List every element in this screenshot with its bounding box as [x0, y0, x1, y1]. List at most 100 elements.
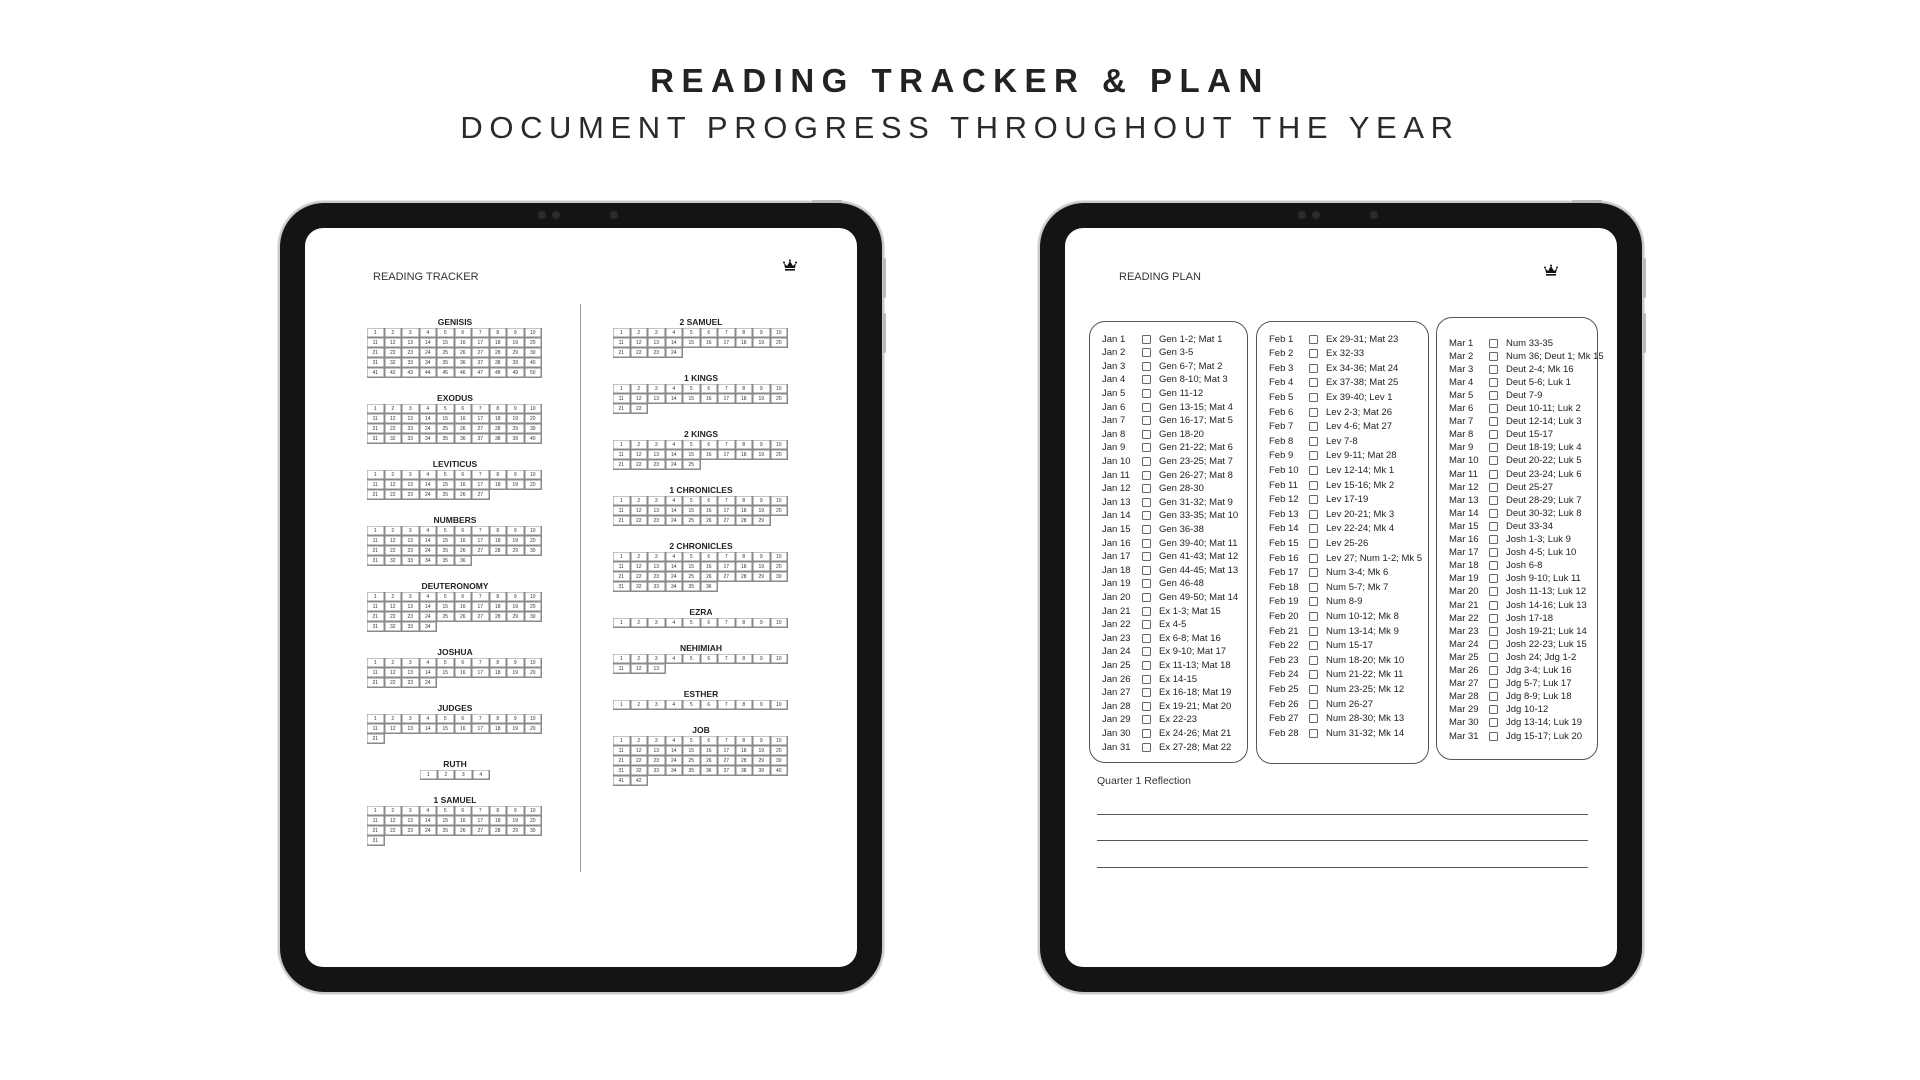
checkbox[interactable] [1142, 592, 1151, 602]
chapter-cell[interactable]: 32 [384, 556, 402, 566]
checkbox[interactable] [1489, 495, 1498, 505]
chapter-cell[interactable]: 37 [472, 434, 490, 444]
chapter-cell[interactable]: 22 [384, 612, 402, 622]
chapter-cell[interactable]: 19 [507, 816, 525, 826]
chapter-cell[interactable]: 15 [437, 668, 455, 678]
chapter-cell[interactable]: 5 [437, 404, 455, 414]
chapter-cell[interactable]: 33 [402, 358, 420, 368]
chapter-cell[interactable]: 8 [489, 592, 507, 602]
chapter-cell[interactable]: 28 [489, 546, 507, 556]
checkbox[interactable] [1309, 714, 1318, 724]
chapter-cell[interactable]: 3 [402, 470, 420, 480]
chapter-cell[interactable]: 12 [384, 668, 402, 678]
chapter-cell[interactable]: 13 [402, 480, 420, 490]
chapter-cell[interactable]: 17 [472, 816, 490, 826]
chapter-cell[interactable]: 22 [384, 424, 402, 434]
chapter-cell[interactable]: 32 [630, 582, 648, 592]
chapter-cell[interactable]: 18 [489, 536, 507, 546]
chapter-cell[interactable]: 20 [524, 536, 542, 546]
chapter-cell[interactable]: 32 [630, 766, 648, 776]
chapter-cell[interactable]: 13 [402, 816, 420, 826]
chapter-cell[interactable]: 20 [524, 668, 542, 678]
chapter-cell[interactable]: 3 [648, 384, 666, 394]
chapter-cell[interactable]: 15 [437, 536, 455, 546]
checkbox[interactable] [1489, 351, 1498, 361]
chapter-cell[interactable]: 5 [683, 552, 701, 562]
chapter-cell[interactable]: 34 [419, 622, 437, 632]
chapter-cell[interactable]: 16 [700, 506, 718, 516]
chapter-cell[interactable]: 17 [472, 724, 490, 734]
chapter-cell[interactable]: 34 [665, 582, 683, 592]
chapter-cell[interactable]: 1 [367, 328, 385, 338]
chapter-cell[interactable]: 35 [437, 556, 455, 566]
chapter-cell[interactable]: 23 [402, 826, 420, 836]
chapter-cell[interactable]: 21 [367, 546, 385, 556]
chapter-cell[interactable]: 12 [384, 480, 402, 490]
chapter-cell[interactable]: 26 [700, 572, 718, 582]
chapter-cell[interactable]: 16 [454, 816, 472, 826]
chapter-cell[interactable]: 27 [472, 826, 490, 836]
chapter-cell[interactable]: 6 [700, 654, 718, 664]
chapter-cell[interactable]: 39 [507, 434, 525, 444]
chapter-cell[interactable]: 2 [630, 736, 648, 746]
chapter-cell[interactable]: 13 [648, 746, 666, 756]
checkbox[interactable] [1142, 429, 1151, 439]
chapter-cell[interactable]: 6 [700, 618, 718, 628]
chapter-cell[interactable]: 3 [648, 654, 666, 664]
checkbox[interactable] [1309, 378, 1318, 388]
chapter-cell[interactable]: 23 [402, 348, 420, 358]
chapter-cell[interactable]: 4 [665, 328, 683, 338]
chapter-cell[interactable]: 47 [472, 368, 490, 378]
chapter-cell[interactable]: 20 [770, 338, 788, 348]
checkbox[interactable] [1142, 674, 1151, 684]
chapter-cell[interactable]: 19 [507, 414, 525, 424]
checkbox[interactable] [1309, 495, 1318, 505]
chapter-cell[interactable]: 38 [735, 766, 753, 776]
chapter-cell[interactable]: 18 [735, 450, 753, 460]
chapter-cell[interactable]: 22 [384, 348, 402, 358]
chapter-cell[interactable]: 26 [454, 612, 472, 622]
chapter-cell[interactable]: 9 [753, 384, 771, 394]
chapter-cell[interactable]: 25 [683, 756, 701, 766]
chapter-cell[interactable]: 30 [524, 612, 542, 622]
chapter-cell[interactable]: 7 [472, 658, 490, 668]
chapter-cell[interactable]: 24 [419, 490, 437, 500]
checkbox[interactable] [1309, 626, 1318, 636]
chapter-cell[interactable]: 24 [665, 516, 683, 526]
chapter-cell[interactable]: 19 [753, 450, 771, 460]
chapter-cell[interactable]: 6 [700, 384, 718, 394]
chapter-cell[interactable]: 15 [437, 414, 455, 424]
chapter-cell[interactable]: 1 [367, 658, 385, 668]
chapter-cell[interactable]: 22 [384, 490, 402, 500]
checkbox[interactable] [1489, 692, 1498, 702]
chapter-cell[interactable]: 3 [402, 592, 420, 602]
chapter-cell[interactable]: 6 [454, 526, 472, 536]
chapter-cell[interactable]: 14 [419, 338, 437, 348]
chapter-cell[interactable]: 18 [489, 816, 507, 826]
chapter-cell[interactable]: 5 [683, 384, 701, 394]
chapter-cell[interactable]: 23 [402, 490, 420, 500]
chapter-cell[interactable]: 10 [524, 328, 542, 338]
chapter-cell[interactable]: 22 [384, 546, 402, 556]
chapter-cell[interactable]: 18 [489, 480, 507, 490]
chapter-cell[interactable]: 11 [613, 338, 631, 348]
chapter-cell[interactable]: 36 [454, 358, 472, 368]
chapter-cell[interactable]: 3 [648, 552, 666, 562]
chapter-cell[interactable]: 14 [665, 338, 683, 348]
chapter-cell[interactable]: 23 [648, 348, 666, 358]
chapter-cell[interactable]: 13 [648, 562, 666, 572]
checkbox[interactable] [1489, 469, 1498, 479]
chapter-cell[interactable]: 16 [700, 394, 718, 404]
chapter-cell[interactable]: 17 [472, 602, 490, 612]
chapter-cell[interactable]: 9 [507, 806, 525, 816]
chapter-cell[interactable]: 29 [507, 826, 525, 836]
chapter-cell[interactable]: 28 [489, 612, 507, 622]
checkbox[interactable] [1489, 390, 1498, 400]
chapter-cell[interactable]: 22 [630, 348, 648, 358]
chapter-cell[interactable]: 24 [419, 612, 437, 622]
chapter-cell[interactable]: 15 [437, 480, 455, 490]
chapter-cell[interactable]: 2 [630, 496, 648, 506]
checkbox[interactable] [1489, 548, 1498, 558]
chapter-cell[interactable]: 4 [419, 658, 437, 668]
checkbox[interactable] [1309, 597, 1318, 607]
